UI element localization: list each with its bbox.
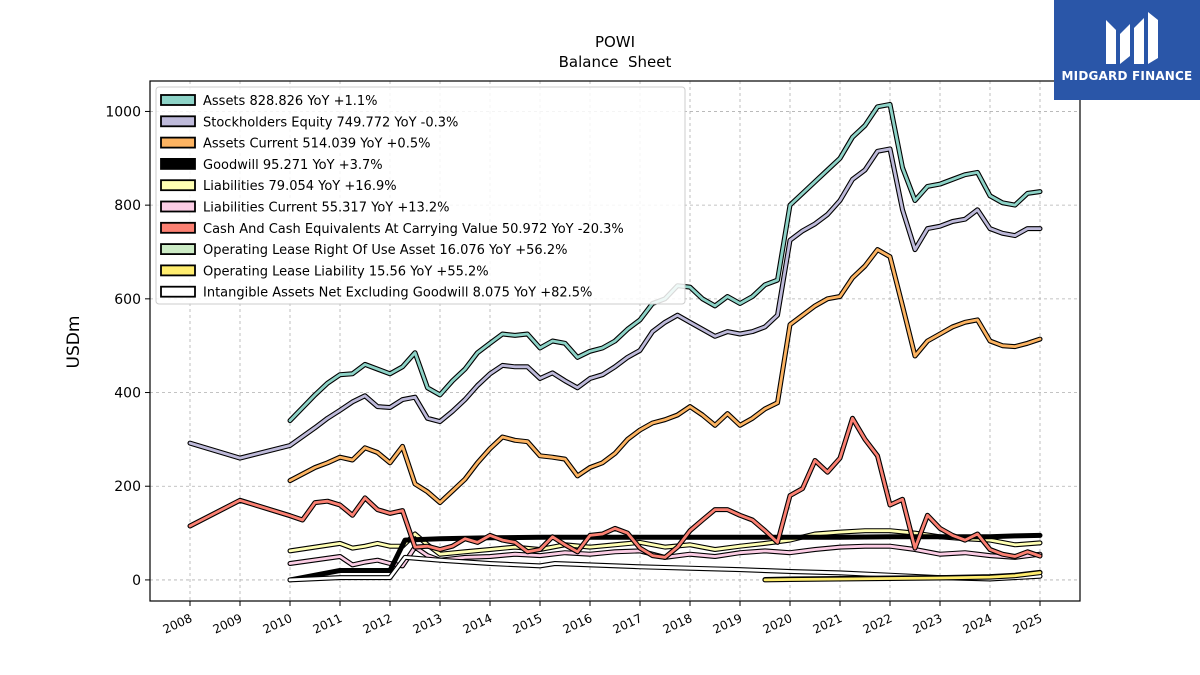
x-tick-label: 2012 xyxy=(361,611,395,637)
x-tick-label: 2014 xyxy=(461,611,495,637)
legend-swatch xyxy=(160,264,196,277)
legend-label: Cash And Cash Equivalents At Carrying Va… xyxy=(203,222,624,237)
legend-swatch xyxy=(160,285,196,298)
x-tick-label: 2024 xyxy=(961,611,995,637)
chart-subtitle: Balance Sheet xyxy=(559,53,672,71)
x-tick-label: 2017 xyxy=(611,611,645,637)
x-tick-label: 2021 xyxy=(811,611,845,637)
x-tick-label: 2019 xyxy=(711,611,745,637)
legend-label: Intangible Assets Net Excluding Goodwill… xyxy=(203,286,592,301)
y-tick-label: 200 xyxy=(114,479,141,495)
midgard-finance-logo: MIDGARD FINANCE xyxy=(1054,0,1200,100)
legend-entry: Cash And Cash Equivalents At Carrying Va… xyxy=(160,221,624,237)
legend-swatch xyxy=(160,115,196,128)
series-cash-and-cash-equivalents-at-carrying-value xyxy=(187,415,1043,560)
legend: Assets 828.826 YoY +1.1% Stockholders Equ… xyxy=(155,86,686,305)
series-line xyxy=(288,248,1042,505)
series-goodwill xyxy=(287,532,1043,583)
legend-swatch xyxy=(160,200,196,213)
series-operating-lease-liability xyxy=(762,570,1043,583)
legend-swatch xyxy=(160,136,196,149)
y-tick-label: 600 xyxy=(114,292,141,308)
series-liabilities-current xyxy=(287,543,1043,569)
legend-swatch xyxy=(160,179,196,192)
midgard-logo-icon xyxy=(1106,12,1158,64)
x-tick-label: 2023 xyxy=(911,611,945,637)
y-tick-label: 0 xyxy=(132,573,141,589)
logo-text: MIDGARD FINANCE xyxy=(1061,69,1193,83)
legend-entry: Operating Lease Right Of Use Asset 16.07… xyxy=(160,243,567,258)
x-tick-label: 2022 xyxy=(861,611,895,637)
legend-swatch xyxy=(160,243,196,256)
y-axis-label: USDm xyxy=(64,316,84,369)
plot-frame xyxy=(149,80,1081,602)
legend-label: Assets 828.826 YoY +1.1% xyxy=(203,94,378,109)
x-tick-label: 2015 xyxy=(511,611,545,637)
legend-entry: Liabilities Current 55.317 YoY +13.2% xyxy=(160,200,450,216)
series-line xyxy=(288,534,1042,582)
series-line xyxy=(188,147,1042,460)
legend-entry: Intangible Assets Net Excluding Goodwill… xyxy=(160,285,592,301)
series-line xyxy=(188,416,1042,559)
legend-entry: Goodwill 95.271 YoY +3.7% xyxy=(160,157,383,173)
legend-label: Liabilities Current 55.317 YoY +13.2% xyxy=(203,201,450,216)
x-tick-label: 2009 xyxy=(211,611,245,637)
series-line xyxy=(288,529,1042,556)
x-tick-label: 2011 xyxy=(311,611,345,637)
chart-title: POWI xyxy=(595,33,635,51)
legend-entry: Stockholders Equity 749.772 YoY -0.3% xyxy=(160,115,458,130)
legend-swatch xyxy=(160,157,196,170)
legend-label: Operating Lease Liability 15.56 YoY +55.… xyxy=(203,264,489,279)
legend-label: Operating Lease Right Of Use Asset 16.07… xyxy=(203,243,567,258)
legend-label: Goodwill 95.271 YoY +3.7% xyxy=(203,158,383,173)
legend-swatch xyxy=(160,221,196,234)
legend-label: Stockholders Equity 749.772 YoY -0.3% xyxy=(203,115,458,130)
legend-entry: Assets Current 514.039 YoY +0.5% xyxy=(160,136,430,152)
legend-swatch xyxy=(160,94,196,106)
legend-entry: Assets 828.826 YoY +1.1% xyxy=(160,94,378,109)
legend-entry: Operating Lease Liability 15.56 YoY +55.… xyxy=(160,264,489,279)
x-tick-label: 2008 xyxy=(161,611,195,637)
series-assets-current xyxy=(287,247,1043,506)
x-tick-label: 2020 xyxy=(761,611,795,637)
legend-entry: Liabilities 79.054 YoY +16.9% xyxy=(160,179,397,194)
legend-label: Liabilities 79.054 YoY +16.9% xyxy=(203,179,397,194)
legend-label: Assets Current 514.039 YoY +0.5% xyxy=(203,137,430,152)
x-tick-label: 2013 xyxy=(411,611,445,637)
series-liabilities xyxy=(287,528,1043,557)
x-tick-label: 2018 xyxy=(661,611,695,637)
legend-box xyxy=(155,86,686,305)
series-stockholders-equity xyxy=(187,146,1043,461)
x-tick-label: 2025 xyxy=(1011,611,1045,637)
series-line xyxy=(763,571,1042,582)
y-tick-label: 800 xyxy=(114,198,141,214)
x-tick-label: 2010 xyxy=(261,611,295,637)
y-tick-label: 1000 xyxy=(105,104,141,120)
series-line xyxy=(288,544,1042,568)
x-tick-label: 2016 xyxy=(561,611,595,637)
y-tick-label: 400 xyxy=(114,386,141,402)
